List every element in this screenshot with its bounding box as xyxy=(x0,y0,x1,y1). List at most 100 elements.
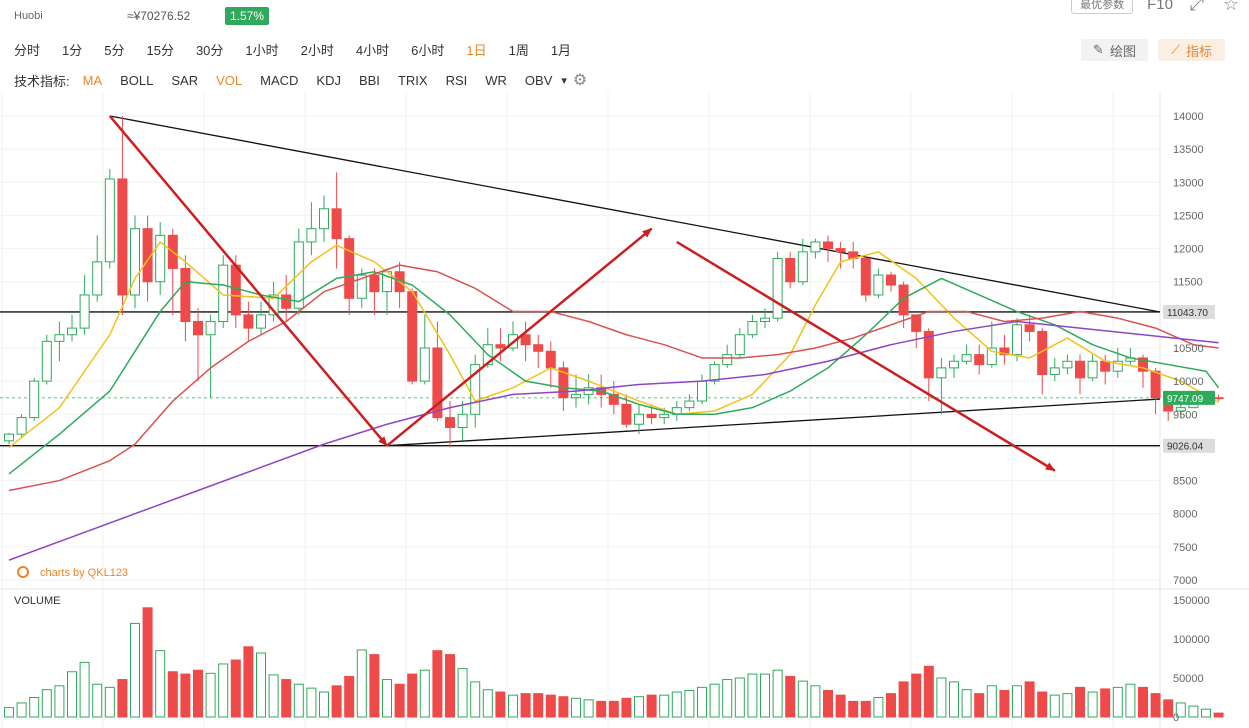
indicator-button[interactable]: ⟋ 指标 xyxy=(1158,39,1225,61)
change-badge: 1.57% xyxy=(225,7,270,25)
volume-bar xyxy=(1012,685,1022,718)
volume-bar xyxy=(596,700,607,718)
candle-body xyxy=(331,208,342,240)
volume-bar xyxy=(167,671,178,718)
volume-bar xyxy=(382,679,392,718)
volume-bar xyxy=(646,694,657,718)
volume-bar xyxy=(1062,693,1073,718)
candle-body xyxy=(545,350,556,369)
indicator-label: 指标 xyxy=(1186,43,1213,59)
volume-bar xyxy=(999,689,1010,718)
candle-body xyxy=(747,320,758,336)
candlestick-chart[interactable]: 1400013500130001250012000115001100010500… xyxy=(0,92,1249,728)
candle-body xyxy=(873,274,884,296)
volume-bar xyxy=(949,681,959,718)
volume-bar xyxy=(974,693,985,718)
volume-bar xyxy=(67,671,77,718)
period-tab[interactable]: 30分 xyxy=(195,43,224,58)
indicator-item[interactable]: BOLL xyxy=(120,72,154,88)
period-tab[interactable]: 1月 xyxy=(550,43,572,58)
candle-body xyxy=(608,393,619,405)
volume-bar xyxy=(193,669,203,718)
candle-body xyxy=(772,258,783,319)
candle-body xyxy=(256,314,266,329)
volume-bar xyxy=(281,679,292,718)
volume-bar xyxy=(697,686,707,718)
period-tab[interactable]: 5分 xyxy=(104,43,125,58)
volume-bar xyxy=(230,659,241,718)
volume-bar xyxy=(319,691,329,718)
volume-bar xyxy=(180,673,191,718)
period-tab[interactable]: 4小时 xyxy=(355,43,390,58)
candle-body xyxy=(1138,357,1148,372)
candle-body xyxy=(104,178,115,263)
trend-arrows xyxy=(108,115,1056,472)
candle-body xyxy=(835,248,846,253)
volume-bar xyxy=(747,673,758,718)
candle-body xyxy=(999,347,1010,356)
indicator-item[interactable]: SAR xyxy=(171,72,199,88)
period-tabs: 分时 1分 5分 15分 30分 1小时 2小时 4小时 6小时 1日 1周 1月 xyxy=(0,38,579,62)
period-tab[interactable]: 1日 xyxy=(466,43,487,58)
price-tick-label: 8500 xyxy=(1173,476,1197,488)
period-tab[interactable]: 1周 xyxy=(508,43,529,58)
candle-body xyxy=(180,267,191,322)
candle-body xyxy=(1112,360,1123,372)
f10-button[interactable]: F10 xyxy=(1147,0,1173,13)
indicator-item[interactable]: MACD xyxy=(260,72,299,88)
candle-body xyxy=(470,364,481,415)
period-tab[interactable]: 1分 xyxy=(62,43,83,58)
exchange-name: Huobi xyxy=(14,10,43,22)
price-tick-label: 10000 xyxy=(1173,376,1204,388)
volume-bar xyxy=(117,679,128,718)
volume-bar xyxy=(772,669,783,718)
period-tab[interactable]: 15分 xyxy=(146,43,174,58)
candle-body xyxy=(4,433,14,442)
indicator-item[interactable]: RSI xyxy=(445,72,468,88)
candle-body xyxy=(142,228,153,283)
indicator-item[interactable]: KDJ xyxy=(316,72,341,88)
volume-bar xyxy=(306,687,317,718)
volume-bar xyxy=(79,661,90,718)
period-tab[interactable]: 1小时 xyxy=(245,43,279,58)
candle-body xyxy=(1087,360,1098,379)
candle-body xyxy=(369,274,380,293)
indicator-item[interactable]: VOL xyxy=(216,72,243,88)
draw-button[interactable]: ✎ 绘图 xyxy=(1081,39,1148,61)
volume-bar xyxy=(205,672,216,718)
candle-body xyxy=(923,330,934,379)
price-tick-label: 12000 xyxy=(1173,244,1204,256)
candle-body xyxy=(797,251,808,283)
period-tab[interactable]: 2小时 xyxy=(300,43,334,58)
indicator-item[interactable]: WR xyxy=(485,72,507,88)
candle-body xyxy=(445,417,455,429)
star-icon[interactable]: ☆ xyxy=(1222,0,1240,14)
expand-icon[interactable]: ⤢ xyxy=(1189,0,1205,14)
indicator-bar: 技术指标: MA BOLL SAR VOL MACD KDJ BBI TRIX RSI WR OBV… xyxy=(0,69,587,91)
indicator-item[interactable]: TRIX xyxy=(397,72,428,88)
optimal-params-button[interactable]: 最优参数 xyxy=(1071,0,1134,14)
volume-bar xyxy=(797,680,808,718)
candle-body xyxy=(722,354,733,366)
volume-bar xyxy=(1175,702,1186,718)
dropdown-caret-icon[interactable]: ▾ xyxy=(561,74,567,87)
level-label: 9747.09 xyxy=(1167,394,1204,405)
volume-bar xyxy=(571,697,581,718)
period-tab[interactable]: 6小时 xyxy=(411,43,445,58)
volume-bar xyxy=(92,683,103,718)
price-tick-label: 9500 xyxy=(1173,409,1197,421)
indicator-item[interactable]: BBI xyxy=(358,72,380,88)
candle-body xyxy=(1062,360,1073,369)
trendline xyxy=(109,115,1161,313)
volume-tick-label: 0 xyxy=(1173,712,1179,724)
gear-icon[interactable]: ⚙ xyxy=(572,72,588,89)
period-tab[interactable]: 分时 xyxy=(14,43,41,58)
volume-bar xyxy=(1138,686,1148,718)
level-label-box xyxy=(1163,438,1215,453)
volume-bar xyxy=(508,694,518,718)
candle-body xyxy=(533,344,544,352)
indicator-item[interactable]: MA xyxy=(82,72,103,88)
watermark: charts by QKL123 xyxy=(17,566,128,579)
indicator-item[interactable]: OBV xyxy=(524,72,553,88)
volume-bar xyxy=(722,679,733,718)
